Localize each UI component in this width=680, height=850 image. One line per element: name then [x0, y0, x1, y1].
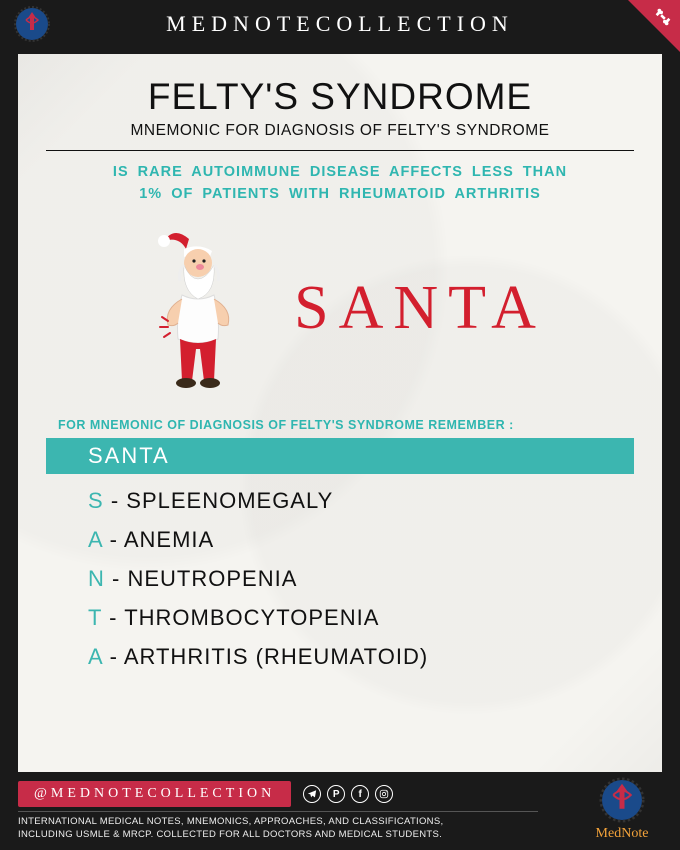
mnemonic-dash: - [109, 605, 124, 630]
pinterest-icon[interactable]: P [327, 785, 345, 803]
paper-card: FELTY'S SYNDROME MNEMONIC FOR DIAGNOSIS … [18, 54, 662, 772]
mnemonic-hero-row: SANTA [46, 224, 634, 394]
logo-icon [12, 4, 52, 44]
mnemonic-term: ANEMIA [124, 527, 214, 552]
mnemonic-dash: - [112, 566, 127, 591]
mnemonic-item: A - ANEMIA [88, 527, 634, 553]
description-line-2: 1% OF PATIENTS WITH RHEUMATOID ARTHRITIS [139, 186, 541, 202]
mnemonic-term: NEUTROPENIA [127, 566, 297, 591]
mnemonic-letter: A [88, 527, 102, 552]
mnemonic-word: SANTA [294, 273, 546, 344]
bone-joint-icon [652, 6, 674, 34]
mnemonic-item: N - NEUTROPENIA [88, 566, 634, 592]
mnemonic-item: A - ARTHRITIS (RHEUMATOID) [88, 644, 634, 670]
telegram-icon[interactable] [303, 785, 321, 803]
mnemonic-term: ARTHRITIS (RHEUMATOID) [124, 644, 428, 669]
header-bar: MEDNOTECOLLECTION [0, 0, 680, 48]
footer-line-1: INTERNATIONAL MEDICAL NOTES, MNEMONICS, … [18, 816, 443, 827]
mnemonic-letter: N [88, 566, 105, 591]
mnemonic-letter: S [88, 488, 104, 513]
mnemonic-item: S - SPLEENOMEGALY [88, 488, 634, 514]
facebook-icon[interactable]: f [351, 785, 369, 803]
mnemonic-term: SPLEENOMEGALY [126, 488, 333, 513]
mnemonic-dash: - [110, 644, 124, 669]
mnemonic-list: S - SPLEENOMEGALY A - ANEMIA N - NEUTROP… [88, 488, 634, 670]
social-icons: P f [303, 785, 393, 803]
handle-row: @MEDNOTECOLLECTION P f [18, 781, 662, 807]
mnemonic-dash: - [111, 488, 126, 513]
mnemonic-letter: T [88, 605, 102, 630]
footer-logo: MedNote [586, 775, 658, 842]
mnemonic-item: T - THROMBOCYTOPENIA [88, 605, 634, 631]
handle-pill[interactable]: @MEDNOTECOLLECTION [18, 781, 291, 807]
footer-logo-text: MedNote [586, 826, 658, 842]
subtitle: MNEMONIC FOR DIAGNOSIS OF FELTY'S SYNDRO… [46, 122, 634, 140]
description-line-1: IS RARE AUTOIMMUNE DISEASE AFFECTS LESS … [113, 164, 567, 180]
main-title: FELTY'S SYNDROME [46, 76, 634, 118]
divider [46, 150, 634, 151]
footer-line-2: INCLUDING USMLE & MRCP. COLLECTED FOR AL… [18, 829, 442, 840]
mnemonic-banner: SANTA [46, 438, 634, 474]
footer: @MEDNOTECOLLECTION P f INTERNATIONAL MED… [0, 781, 680, 850]
footer-text: INTERNATIONAL MEDICAL NOTES, MNEMONICS, … [18, 811, 538, 842]
mnemonic-letter: A [88, 644, 102, 669]
santa-illustration [134, 221, 264, 396]
mnemonic-dash: - [110, 527, 124, 552]
instagram-icon[interactable] [375, 785, 393, 803]
description: IS RARE AUTOIMMUNE DISEASE AFFECTS LESS … [46, 161, 634, 206]
brand-title: MEDNOTECOLLECTION [166, 11, 514, 37]
mnemonic-term: THROMBOCYTOPENIA [124, 605, 379, 630]
remember-line: FOR MNEMONIC OF DIAGNOSIS OF FELTY'S SYN… [58, 418, 634, 432]
